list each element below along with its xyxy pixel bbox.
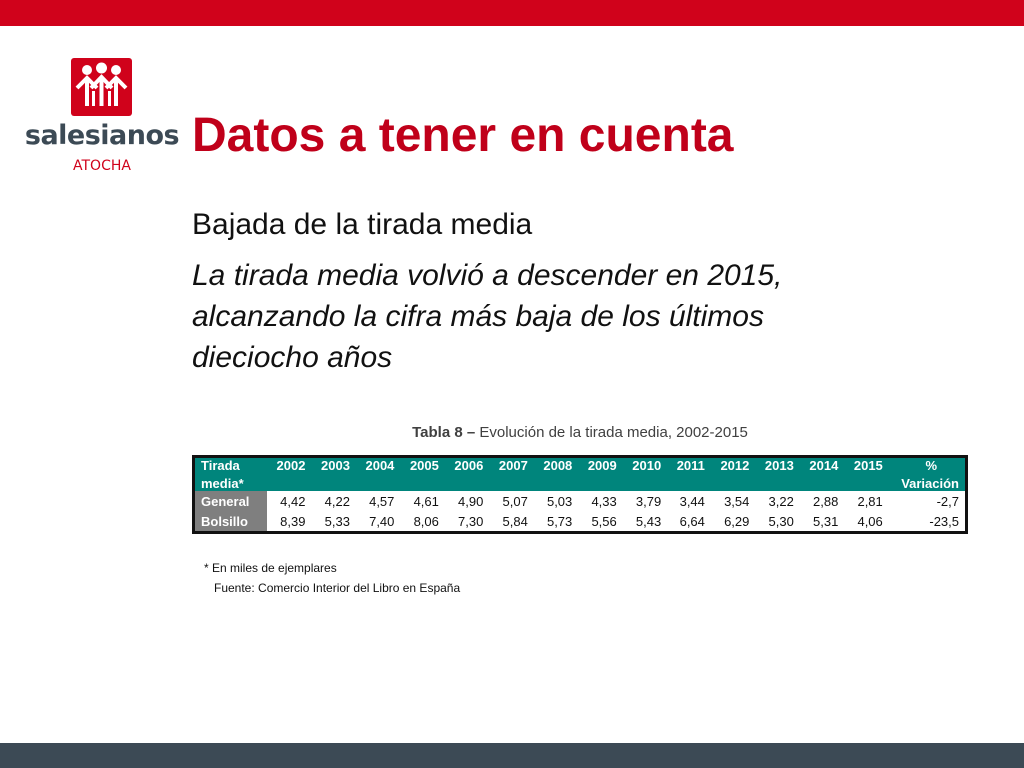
table-cell: 3,79 [622, 491, 668, 511]
header-year: 2014 [799, 456, 845, 491]
table-cell: 2,81 [844, 491, 889, 511]
table-source: Fuente: Comercio Interior del Libro en E… [214, 581, 461, 595]
table-caption-text: Evolución de la tirada media, 2002-2015 [479, 424, 748, 441]
header-year: 2003 [311, 456, 356, 491]
header-year: 2007 [489, 456, 534, 491]
table-cell: 5,31 [799, 511, 845, 533]
header-variation-line1: % [925, 458, 937, 473]
header-tirada-line1: Tirada [201, 458, 240, 473]
table-cell: 5,43 [622, 511, 668, 533]
row-label: Bolsillo [193, 511, 267, 533]
header-year: 2009 [578, 456, 623, 491]
table-cell: 7,40 [355, 511, 401, 533]
header-year: 2002 [267, 456, 312, 491]
table-cell: 4,42 [267, 491, 312, 511]
header-year: 2006 [444, 456, 490, 491]
header-year: 2011 [667, 456, 711, 491]
table-cell: 4,61 [400, 491, 445, 511]
slide-subtitle: Bajada de la tirada media [192, 208, 533, 241]
header-year: 2010 [622, 456, 668, 491]
table-cell: 5,33 [311, 511, 356, 533]
table-caption: Tabla 8 – Evolución de la tirada media, … [192, 424, 968, 441]
header-year: 2015 [844, 456, 889, 491]
slide-title: Datos a tener en cuenta [192, 109, 734, 162]
slide-paragraph: La tirada media volvió a descender en 20… [192, 259, 783, 374]
row-label: General [193, 491, 267, 511]
header-year: 2004 [355, 456, 401, 491]
top-accent-bar [0, 0, 1024, 26]
header-year: 2012 [710, 456, 756, 491]
salesianos-logo-icon [71, 58, 132, 116]
header-tirada-line2: media* [201, 476, 244, 491]
table-cell: 4,57 [355, 491, 401, 511]
table-cell: 5,30 [755, 511, 800, 533]
table-cell: 5,07 [489, 491, 534, 511]
table-cell: 4,33 [578, 491, 623, 511]
table-cell: 6,29 [710, 511, 756, 533]
header-cell-tirada: Tirada media* [193, 456, 267, 491]
header-year: 2008 [533, 456, 579, 491]
table-cell: 3,44 [667, 491, 711, 511]
header-cell-variation: % Variación [888, 456, 967, 491]
table-cell: 8,06 [400, 511, 445, 533]
table-footnote: * En miles de ejemplares [204, 561, 337, 575]
table-cell: 5,03 [533, 491, 579, 511]
table-cell: 4,06 [844, 511, 889, 533]
bottom-bar [0, 743, 1024, 768]
table-cell: 4,22 [311, 491, 356, 511]
brand-subtitle: ATOCHA [73, 158, 131, 174]
table-cell: 4,90 [444, 491, 490, 511]
table-cell: 5,73 [533, 511, 579, 533]
table-row: General 4,42 4,22 4,57 4,61 4,90 5,07 5,… [193, 491, 967, 511]
variation-cell: -23,5 [888, 511, 967, 533]
brand-name: salesianos [24, 120, 180, 151]
table-cell: 8,39 [267, 511, 312, 533]
header-year: 2005 [400, 456, 445, 491]
header-year: 2013 [755, 456, 800, 491]
table-cell: 7,30 [444, 511, 490, 533]
variation-cell: -2,7 [888, 491, 967, 511]
table-cell: 2,88 [799, 491, 845, 511]
table-cell: 5,84 [489, 511, 534, 533]
table-cell: 6,64 [667, 511, 711, 533]
table-cell: 3,54 [710, 491, 756, 511]
circulation-table: Tirada media* 2002 2003 2004 2005 2006 2… [192, 455, 968, 534]
header-variation-line2: Variación [901, 476, 959, 491]
table-row: Bolsillo 8,39 5,33 7,40 8,06 7,30 5,84 5… [193, 511, 967, 533]
table-cell: 3,22 [755, 491, 800, 511]
table-cell: 5,56 [578, 511, 623, 533]
table-header-row: Tirada media* 2002 2003 2004 2005 2006 2… [193, 456, 967, 491]
table-caption-prefix: Tabla 8 – [412, 424, 480, 441]
